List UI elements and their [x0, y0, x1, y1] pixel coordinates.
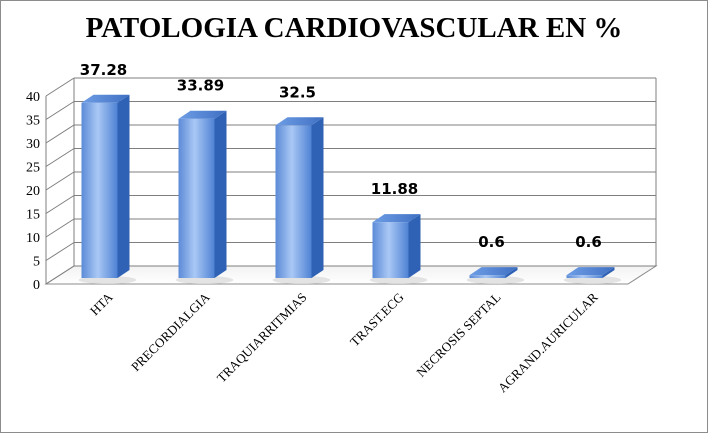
chart-title: PATOLOGIA CARDIOVASCULAR EN % — [85, 12, 623, 44]
bar-top — [372, 214, 421, 223]
bar-front — [566, 275, 603, 278]
y-tick-label: 15 — [26, 208, 40, 223]
chart-floor — [44, 265, 658, 285]
bar-front — [178, 118, 215, 278]
data-label: 0.6 — [575, 233, 602, 251]
gridline-side — [45, 101, 75, 120]
gridline-side — [45, 195, 75, 214]
bar — [563, 267, 622, 284]
bar-front — [372, 222, 409, 278]
gridline-side — [45, 124, 75, 144]
y-tick-label: 25 — [26, 161, 40, 176]
y-tick-label: 40 — [26, 90, 40, 105]
gridline-side — [45, 148, 75, 167]
bar-top — [81, 94, 130, 103]
data-label: 11.88 — [371, 180, 418, 198]
bars-layer — [78, 94, 622, 284]
bar-top — [178, 110, 227, 119]
gridline-side — [45, 242, 75, 261]
data-label: 32.5 — [279, 83, 316, 101]
x-tick-label: AGRAND.AURICULAR — [495, 289, 601, 395]
bar-side — [311, 117, 324, 278]
bar-front — [275, 125, 312, 278]
y-tick-label: 0 — [33, 278, 40, 293]
y-tick-label: 20 — [26, 184, 40, 199]
bar-side — [408, 214, 421, 278]
bar-side — [602, 267, 615, 278]
bar — [466, 267, 525, 284]
bar-side — [505, 267, 518, 278]
grid-layer — [44, 77, 658, 285]
data-label: 37.28 — [80, 61, 127, 79]
y-tick-label: 30 — [26, 137, 40, 152]
bar-side — [117, 94, 130, 278]
gridline-side — [45, 171, 75, 191]
y-tick-label: 5 — [33, 255, 40, 270]
data-label: 0.6 — [478, 233, 505, 251]
data-label: 33.89 — [177, 77, 224, 95]
gridline-side — [45, 77, 75, 97]
bar — [369, 214, 428, 284]
bar-top — [469, 267, 518, 276]
bar-front — [81, 102, 118, 278]
x-tick-label: TRAST.ECG — [347, 290, 407, 350]
bar-top — [566, 267, 615, 276]
gridline-side — [45, 218, 75, 238]
x-tick-label: PRECORDIALGIA — [128, 289, 213, 374]
gridline-side — [45, 265, 75, 285]
bar — [78, 94, 137, 284]
x-tick-label: HTA — [87, 289, 116, 318]
y-tick-label: 10 — [26, 231, 40, 246]
bar-side — [214, 110, 227, 278]
x-tick-label: TRAQUIARRITMIAS — [214, 290, 310, 386]
bar — [175, 110, 234, 284]
bar-front — [469, 275, 506, 278]
bar — [272, 117, 331, 284]
y-tick-label: 35 — [26, 114, 40, 129]
x-tick-label: NECROSIS SEPTAL — [413, 289, 503, 379]
bar-top — [275, 117, 324, 126]
